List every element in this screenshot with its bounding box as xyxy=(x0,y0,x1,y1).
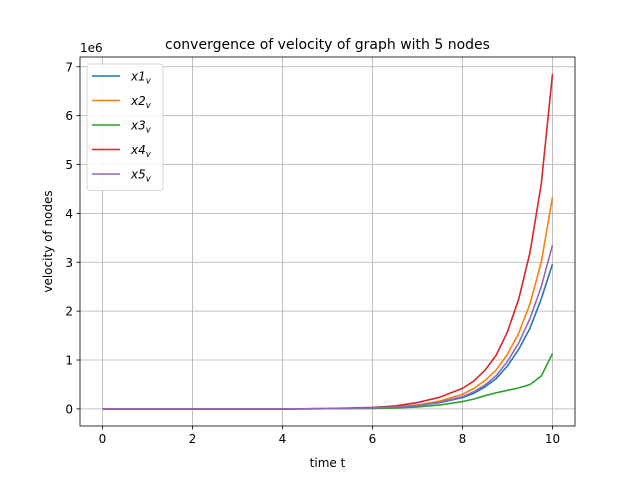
x-tick-label: 10 xyxy=(545,432,560,446)
chart-title: convergence of velocity of graph with 5 … xyxy=(165,37,490,53)
x-tick-label: 0 xyxy=(99,432,107,446)
grid xyxy=(80,57,575,426)
x-tick-label: 6 xyxy=(369,432,377,446)
axis-ticks: 0 2 4 6 8 10 0 1 2 3 4 5 6 7 xyxy=(65,60,560,446)
y-tick-label: 5 xyxy=(65,158,73,172)
y-tick-label: 0 xyxy=(65,402,73,416)
y-tick-label: 4 xyxy=(65,207,73,221)
legend-box xyxy=(86,63,164,191)
y-tick-label: 2 xyxy=(65,305,73,319)
x-tick-label: 2 xyxy=(189,432,197,446)
y-tick-label: 1 xyxy=(65,354,73,368)
x-tick-label: 8 xyxy=(459,432,467,446)
y-tick-label: 6 xyxy=(65,109,73,123)
y-tick-label: 7 xyxy=(65,60,73,74)
y-axis-multiplier: 1e6 xyxy=(80,41,103,55)
y-axis-label: velocity of nodes xyxy=(41,190,55,292)
x-tick-label: 4 xyxy=(279,432,287,446)
series-line-x5-v xyxy=(102,244,554,410)
series-lines xyxy=(102,74,554,410)
y-tick-label: 3 xyxy=(65,256,73,270)
x-axis-label: time t xyxy=(310,456,346,470)
plot-frame xyxy=(79,56,576,427)
